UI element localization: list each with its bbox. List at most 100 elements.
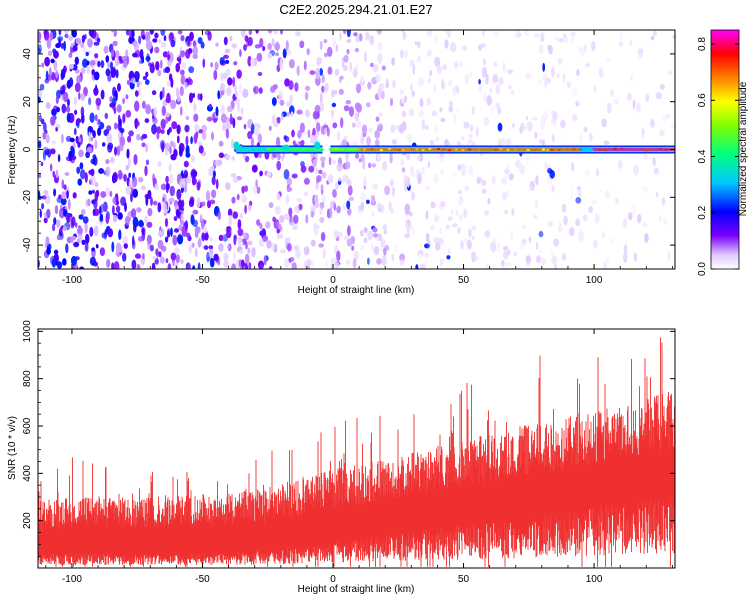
noise-blob: [655, 92, 662, 100]
noise-blob: [202, 58, 206, 68]
noise-blob: [138, 35, 142, 45]
snr-axis-ticks: -100 -50 0 50 100 200 400 600 800 1000: [22, 320, 675, 585]
noise-blob: [55, 170, 59, 179]
noise-blob: [111, 49, 115, 57]
noise-blob: [199, 93, 203, 101]
noise-blob: [173, 142, 176, 150]
noise-blob: [76, 166, 81, 174]
noise-blob: [478, 79, 481, 85]
noise-blob: [633, 252, 637, 262]
noise-blob: [55, 69, 59, 79]
noise-blob: [189, 92, 193, 104]
noise-blob: [471, 235, 475, 240]
noise-blob: [125, 49, 129, 58]
noise-blob: [285, 78, 290, 84]
noise-blob: [307, 129, 311, 138]
spectrogram-noise: [38, 30, 675, 269]
signal-speckle: [477, 148, 481, 152]
noise-blob: [169, 32, 175, 41]
noise-blob: [460, 240, 464, 250]
noise-blob: [393, 244, 397, 252]
noise-blob: [271, 38, 275, 47]
noise-blob: [649, 118, 655, 128]
noise-blob: [145, 194, 149, 206]
noise-blob: [276, 233, 281, 240]
signal-speckle: [247, 148, 251, 151]
noise-blob: [555, 36, 559, 42]
noise-blob: [145, 56, 151, 62]
noise-blob: [222, 72, 228, 79]
noise-blob: [575, 197, 582, 204]
signal-blob: [282, 144, 291, 151]
noise-blob: [478, 84, 483, 93]
noise-blob: [181, 62, 187, 70]
noise-blob: [227, 244, 231, 251]
noise-blob: [324, 127, 328, 133]
noise-blob: [638, 48, 644, 54]
signal-speckle: [597, 148, 601, 151]
signal-speckle: [541, 148, 546, 151]
noise-blob: [45, 236, 50, 246]
noise-blob: [66, 215, 71, 223]
noise-blob: [570, 188, 574, 199]
noise-blob: [319, 92, 323, 104]
noise-blob: [183, 160, 189, 168]
noise-blob: [110, 156, 115, 164]
noise-blob: [334, 68, 340, 76]
noise-blob: [58, 30, 62, 36]
noise-blob: [433, 236, 440, 244]
noise-blob: [433, 126, 438, 135]
noise-blob: [163, 202, 168, 214]
noise-blob: [471, 225, 477, 231]
noise-blob: [178, 199, 183, 209]
noise-blob: [322, 248, 326, 259]
noise-blob: [299, 122, 305, 133]
noise-blob: [412, 228, 415, 234]
noise-blob: [226, 123, 231, 129]
noise-blob: [252, 185, 258, 194]
noise-blob: [180, 50, 185, 58]
snr-panel: -100 -50 0 50 100 200 400 600 800 1000 Height of …: [7, 320, 676, 595]
noise-blob: [225, 59, 230, 64]
noise-blob: [190, 214, 195, 225]
noise-blob: [591, 41, 596, 51]
noise-blob: [537, 78, 542, 86]
noise-blob: [239, 249, 244, 255]
noise-blob: [244, 185, 248, 193]
noise-blob: [288, 207, 293, 217]
noise-blob: [82, 45, 87, 54]
noise-blob: [255, 30, 259, 34]
noise-blob: [131, 259, 137, 269]
noise-blob: [566, 81, 572, 88]
noise-blob: [282, 48, 287, 59]
noise-blob: [319, 202, 325, 209]
noise-blob: [152, 117, 158, 125]
noise-blob: [299, 40, 305, 49]
noise-blob: [452, 223, 458, 228]
noise-blob: [440, 168, 444, 175]
noise-blob: [164, 149, 169, 156]
noise-blob: [220, 82, 225, 91]
noise-blob: [363, 176, 367, 187]
noise-blob: [68, 150, 73, 162]
noise-blob: [43, 122, 47, 133]
noise-blob: [318, 243, 324, 248]
noise-blob: [430, 201, 436, 209]
noise-blob: [448, 100, 453, 107]
noise-blob: [134, 90, 139, 97]
noise-blob: [72, 45, 78, 52]
noise-blob: [399, 89, 404, 95]
noise-blob: [452, 86, 456, 97]
noise-blob: [218, 243, 224, 252]
noise-blob: [241, 259, 245, 269]
y-tick-label: 1000: [22, 320, 33, 343]
noise-blob: [558, 38, 564, 43]
noise-blob: [605, 190, 610, 200]
noise-blob: [575, 218, 581, 227]
noise-blob: [115, 242, 122, 254]
noise-blob: [360, 75, 364, 83]
noise-blob: [429, 69, 433, 77]
noise-blob: [198, 129, 203, 134]
noise-blob: [355, 153, 360, 159]
noise-blob: [369, 35, 375, 46]
